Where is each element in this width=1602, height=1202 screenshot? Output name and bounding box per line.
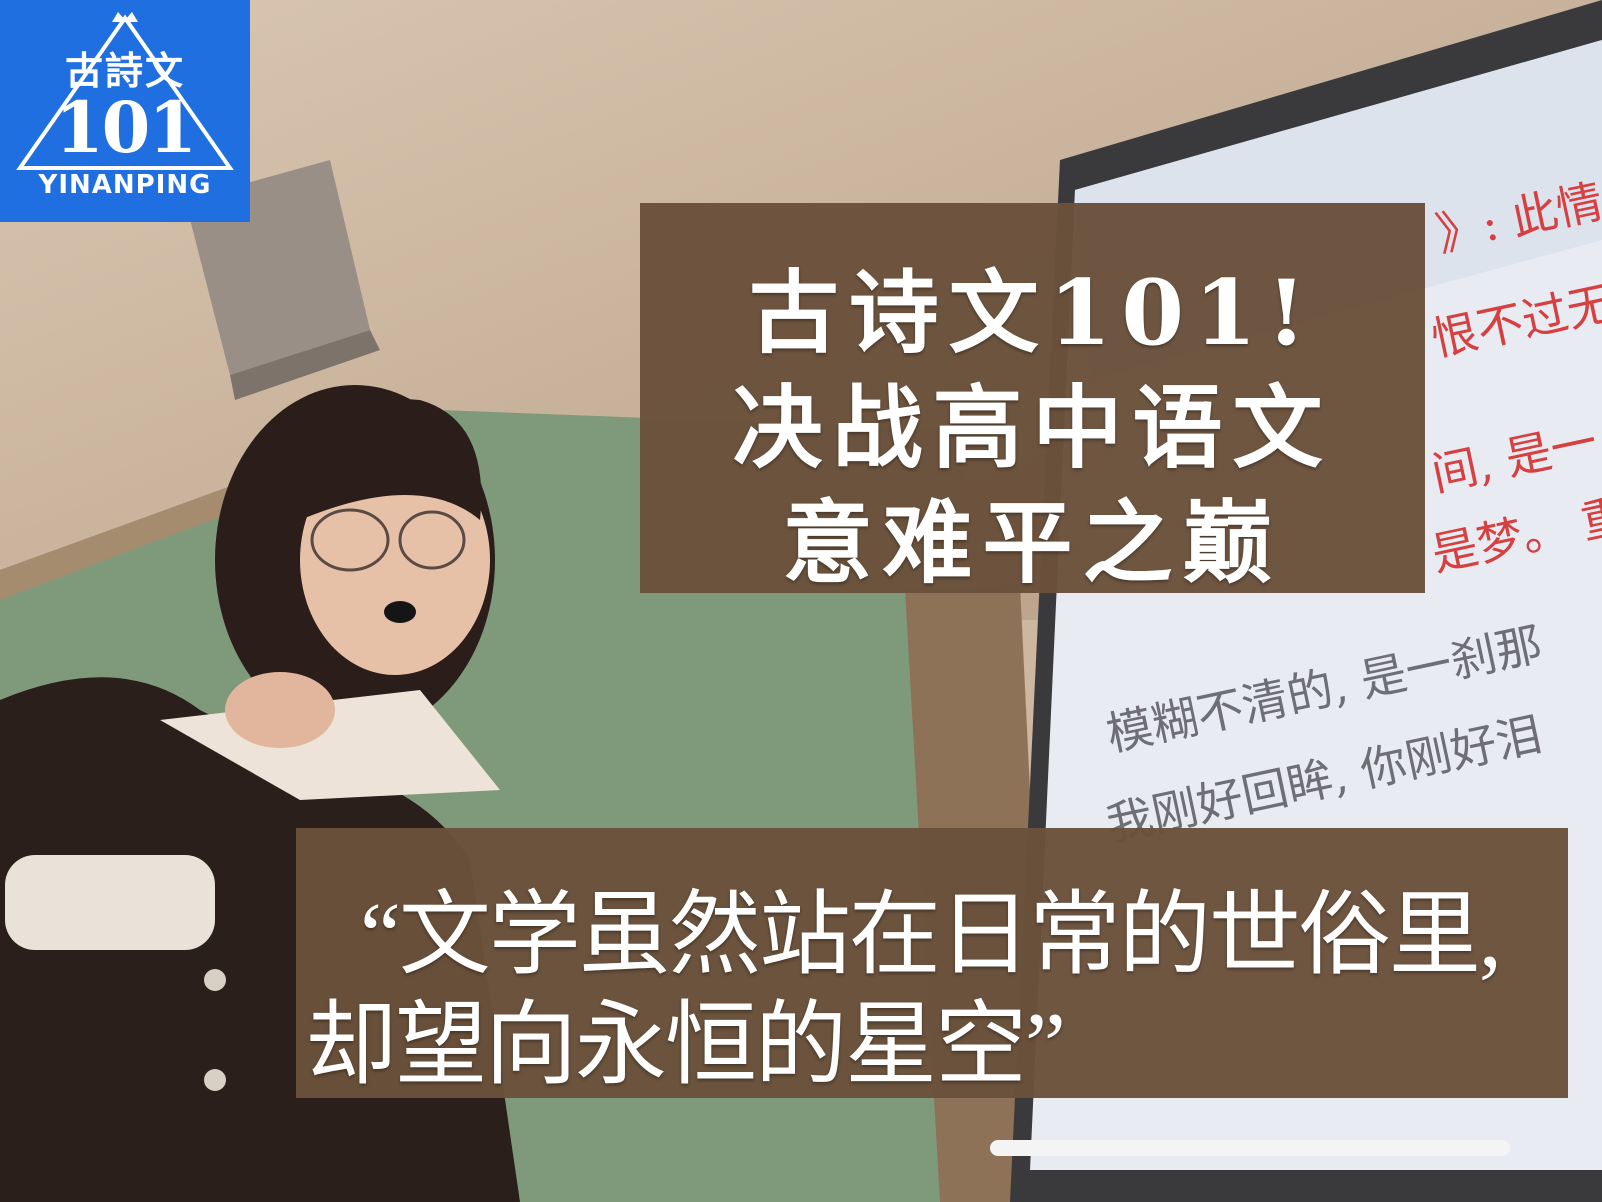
logo-number: 101 <box>54 86 197 169</box>
quote-line-2: 却望向永恒的星空” <box>305 994 1066 1096</box>
title-line-2: 决战高中语文 <box>732 375 1333 481</box>
quote-line-1: “文学虽然站在日常的世俗里, <box>360 884 1502 986</box>
triangle-icon <box>16 12 234 170</box>
logo-badge: 古詩文 101 YINANPING <box>0 0 250 222</box>
quote-overlay-box <box>296 828 1568 1098</box>
title-overlay-box <box>640 203 1425 593</box>
title-line-3: 意难平之巅 <box>782 490 1283 596</box>
logo-bottom-text: YINANPING <box>38 170 212 200</box>
title-line-1: 古诗文101! <box>748 260 1317 366</box>
logo-top-text: 古詩文 <box>64 48 185 93</box>
